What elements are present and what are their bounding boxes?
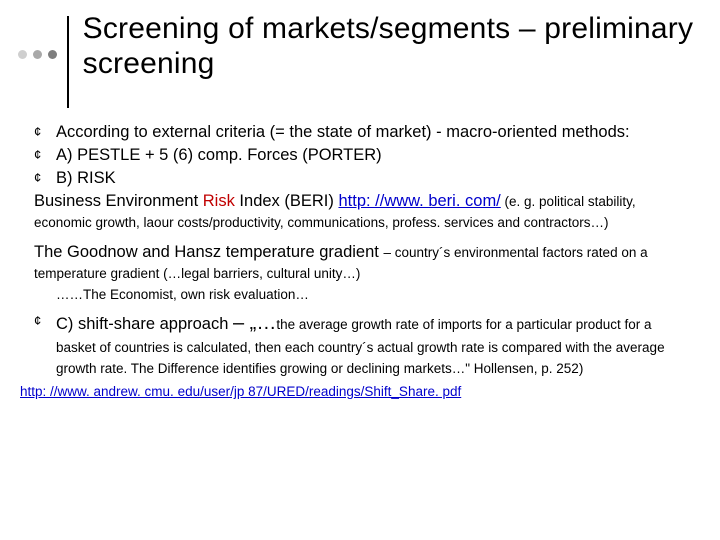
beri-prefix: Business Environment [34,192,203,210]
dot-icon [18,50,27,59]
beri-mid: Index (BERI) [235,192,339,210]
shift-lead: C) shift-share approach [56,315,233,333]
body: ¢ According to external criteria (= the … [0,116,720,402]
shift-dash-quote: – „… [233,312,276,334]
beri-line: Business Environment Risk Index (BERI) h… [34,191,692,233]
bullet-item: ¢ C) shift-share approach – „…the averag… [34,311,692,379]
bullet-item: ¢ B) RISK [34,168,692,189]
bullet-text: A) PESTLE + 5 (6) comp. Forces (PORTER) [56,145,692,166]
bottom-link-row: http: //www. andrew. cmu. edu/user/jp 87… [20,381,692,402]
bullet-icon: ¢ [34,311,56,331]
shift-share-text: C) shift-share approach – „…the average … [56,311,692,379]
bullet-text: According to external criteria (= the st… [56,122,692,143]
dot-icon [48,50,57,59]
bullet-icon: ¢ [34,168,56,188]
bullet-icon: ¢ [34,122,56,142]
beri-link[interactable]: http: //www. beri. com/ [338,192,500,210]
goodnow-line: The Goodnow and Hansz temperature gradie… [34,242,692,284]
bullet-icon: ¢ [34,145,56,165]
vertical-divider [67,16,69,108]
slide: Screening of markets/segments – prelimin… [0,0,720,540]
beri-risk-word: Risk [203,192,235,210]
shift-share-link[interactable]: http: //www. andrew. cmu. edu/user/jp 87… [20,384,461,399]
page-title: Screening of markets/segments – prelimin… [83,12,700,81]
dot-icon [33,50,42,59]
bullet-item: ¢ According to external criteria (= the … [34,122,692,143]
decor-dots [18,50,57,59]
header: Screening of markets/segments – prelimin… [0,0,720,116]
goodnow-small2: ……The Economist, own risk evaluation… [34,286,692,304]
bullet-item: ¢ A) PESTLE + 5 (6) comp. Forces (PORTER… [34,145,692,166]
goodnow-lead: The Goodnow and Hansz temperature gradie… [34,243,383,261]
bullet-text: B) RISK [56,168,692,189]
